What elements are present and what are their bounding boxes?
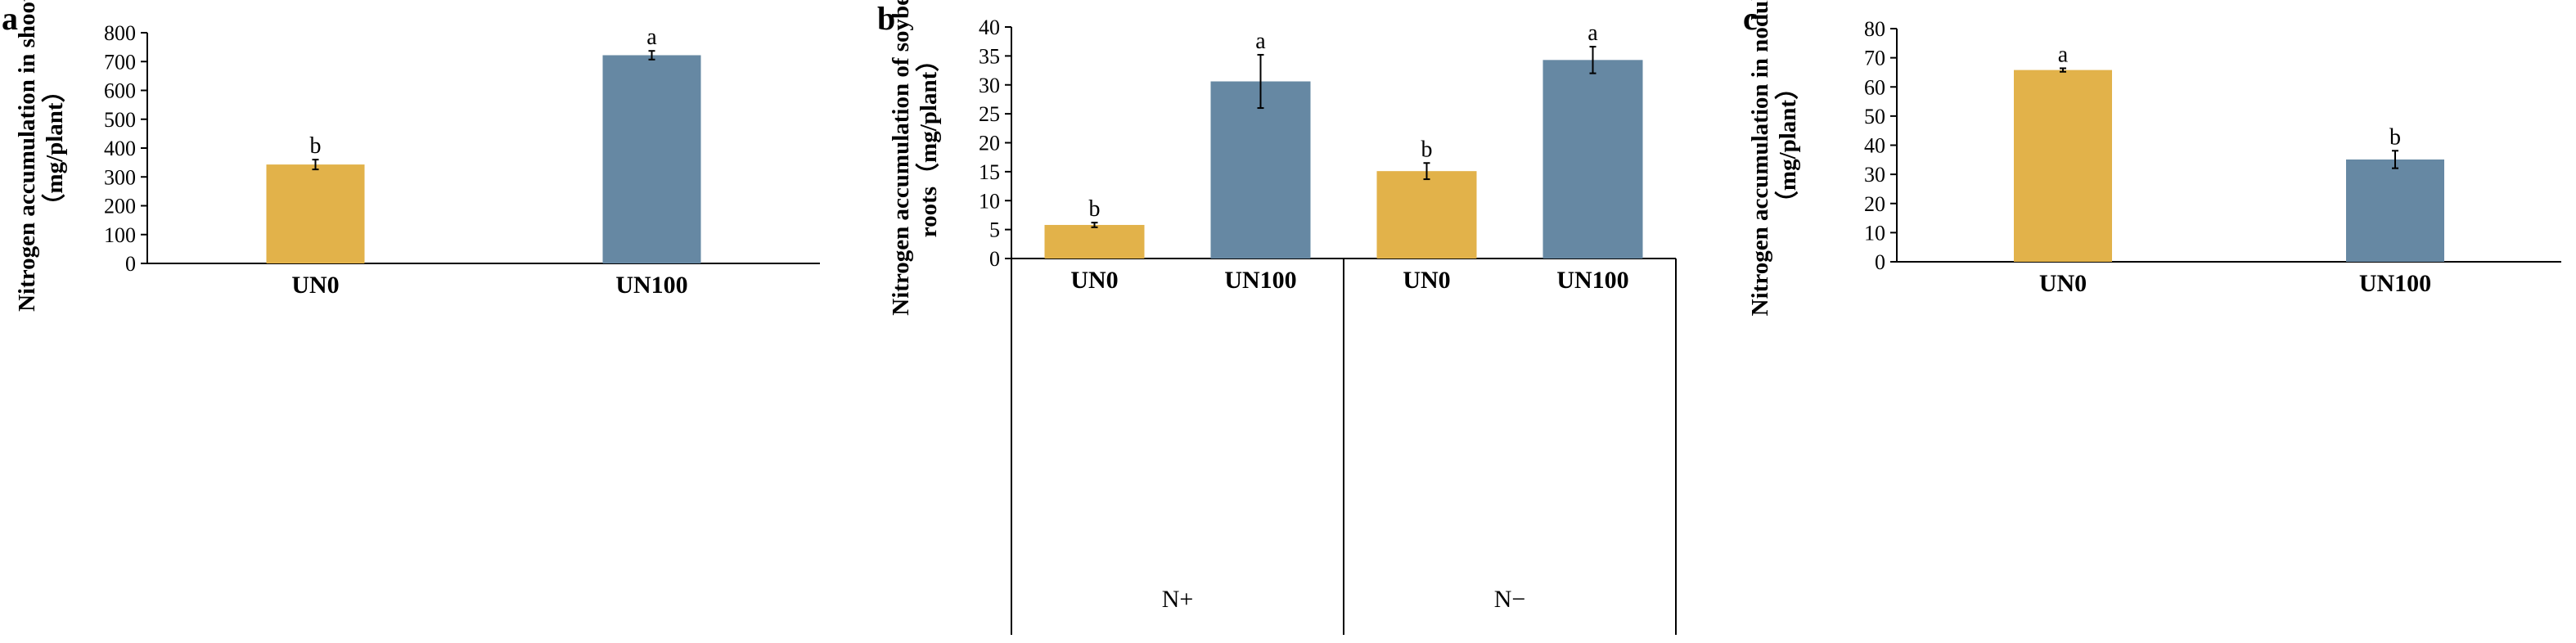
y-axis-title: Nitrogen accumulation in nodules	[1747, 0, 1773, 316]
y-tick-label: 40	[1864, 134, 1885, 158]
significance-label: b	[2389, 124, 2401, 150]
significance-label: a	[1587, 20, 1598, 46]
x-category-label: UN100	[1224, 267, 1296, 294]
y-tick-label: 10	[979, 189, 1000, 213]
y-tick-label: 10	[1864, 221, 1885, 245]
bar-un100	[2346, 159, 2444, 262]
bar-un0	[2014, 70, 2112, 263]
y-tick-label: 5	[989, 218, 1000, 242]
y-tick-label: 30	[979, 74, 1000, 97]
y-tick-label: 80	[1864, 17, 1885, 41]
x-category-label: UN100	[2359, 270, 2431, 297]
y-tick-label: 60	[1864, 75, 1885, 99]
bar-un0	[1044, 224, 1145, 259]
significance-label: b	[310, 133, 322, 159]
significance-label: a	[646, 25, 657, 50]
significance-label: a	[2058, 42, 2069, 67]
significance-label: b	[1421, 137, 1433, 162]
x-category-label: UN100	[1556, 267, 1628, 294]
y-axis-title: Nitrogen accumulation in shoots	[14, 0, 40, 312]
y-tick-label: 800	[104, 21, 136, 45]
bar-un0	[1376, 171, 1477, 259]
x-category-label: UN0	[1403, 267, 1450, 294]
y-axis-title: roots（mg/plant）	[915, 48, 942, 237]
y-tick-label: 20	[979, 132, 1000, 155]
y-axis-title: Nitrogen accumulation of soybean	[888, 0, 914, 316]
y-tick-label: 35	[979, 44, 1000, 68]
y-tick-label: 50	[1864, 105, 1885, 128]
y-tick-label: 300	[104, 165, 136, 189]
significance-label: b	[1089, 196, 1101, 222]
y-tick-label: 500	[104, 108, 136, 132]
y-tick-label: 600	[104, 79, 136, 103]
y-axis-title: （mg/plant）	[41, 79, 68, 217]
bar-un100	[602, 55, 701, 264]
y-tick-label: 15	[979, 160, 1000, 184]
y-tick-label: 0	[125, 252, 136, 276]
y-tick-label: 40	[979, 16, 1000, 39]
x-category-label: UN0	[1070, 267, 1118, 294]
x-category-label: UN0	[291, 272, 339, 299]
x-category-label: UN0	[2039, 270, 2087, 297]
y-tick-label: 20	[1864, 192, 1885, 216]
y-tick-label: 0	[1875, 250, 1885, 274]
y-tick-label: 30	[1864, 163, 1885, 187]
bar-un100	[1542, 60, 1643, 259]
y-tick-label: 0	[989, 247, 1000, 271]
y-tick-label: 70	[1864, 47, 1885, 70]
y-tick-label: 400	[104, 137, 136, 160]
y-tick-label: 700	[104, 50, 136, 74]
y-tick-label: 25	[979, 102, 1000, 126]
y-axis-title: （mg/plant）	[1774, 76, 1801, 214]
x-group-label: N+	[1162, 586, 1194, 613]
bar-un0	[266, 164, 365, 263]
panel-letter: c	[1743, 0, 1758, 37]
y-tick-label: 200	[104, 195, 136, 218]
y-tick-label: 100	[104, 223, 136, 247]
x-category-label: UN100	[615, 272, 687, 299]
bar-un100	[1210, 81, 1311, 259]
significance-label: a	[1255, 29, 1266, 54]
panel-letter: b	[877, 0, 895, 37]
x-group-label: N−	[1494, 586, 1526, 613]
panel-letter: a	[2, 0, 18, 37]
